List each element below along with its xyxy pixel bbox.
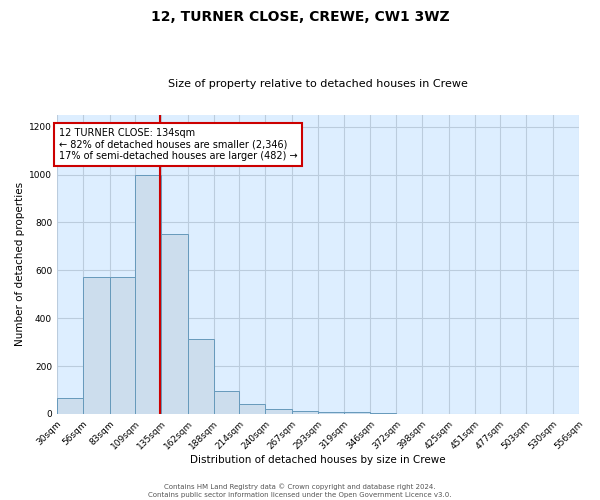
Text: 12 TURNER CLOSE: 134sqm
← 82% of detached houses are smaller (2,346)
17% of semi: 12 TURNER CLOSE: 134sqm ← 82% of detache… <box>59 128 298 161</box>
Bar <box>239 404 265 414</box>
Bar <box>110 278 136 414</box>
Text: Contains HM Land Registry data © Crown copyright and database right 2024.: Contains HM Land Registry data © Crown c… <box>164 484 436 490</box>
Bar <box>318 412 344 414</box>
Text: Contains public sector information licensed under the Open Government Licence v3: Contains public sector information licen… <box>148 492 452 498</box>
Bar <box>136 174 161 414</box>
Y-axis label: Number of detached properties: Number of detached properties <box>15 182 25 346</box>
Title: Size of property relative to detached houses in Crewe: Size of property relative to detached ho… <box>168 79 468 89</box>
X-axis label: Distribution of detached houses by size in Crewe: Distribution of detached houses by size … <box>190 455 446 465</box>
Bar <box>161 234 188 414</box>
Bar <box>83 278 110 414</box>
Bar <box>57 398 83 414</box>
Bar <box>344 412 370 414</box>
Bar <box>292 411 318 414</box>
Bar <box>370 412 396 414</box>
Bar <box>265 409 292 414</box>
Bar <box>188 338 214 414</box>
Text: 12, TURNER CLOSE, CREWE, CW1 3WZ: 12, TURNER CLOSE, CREWE, CW1 3WZ <box>151 10 449 24</box>
Bar <box>214 391 239 414</box>
